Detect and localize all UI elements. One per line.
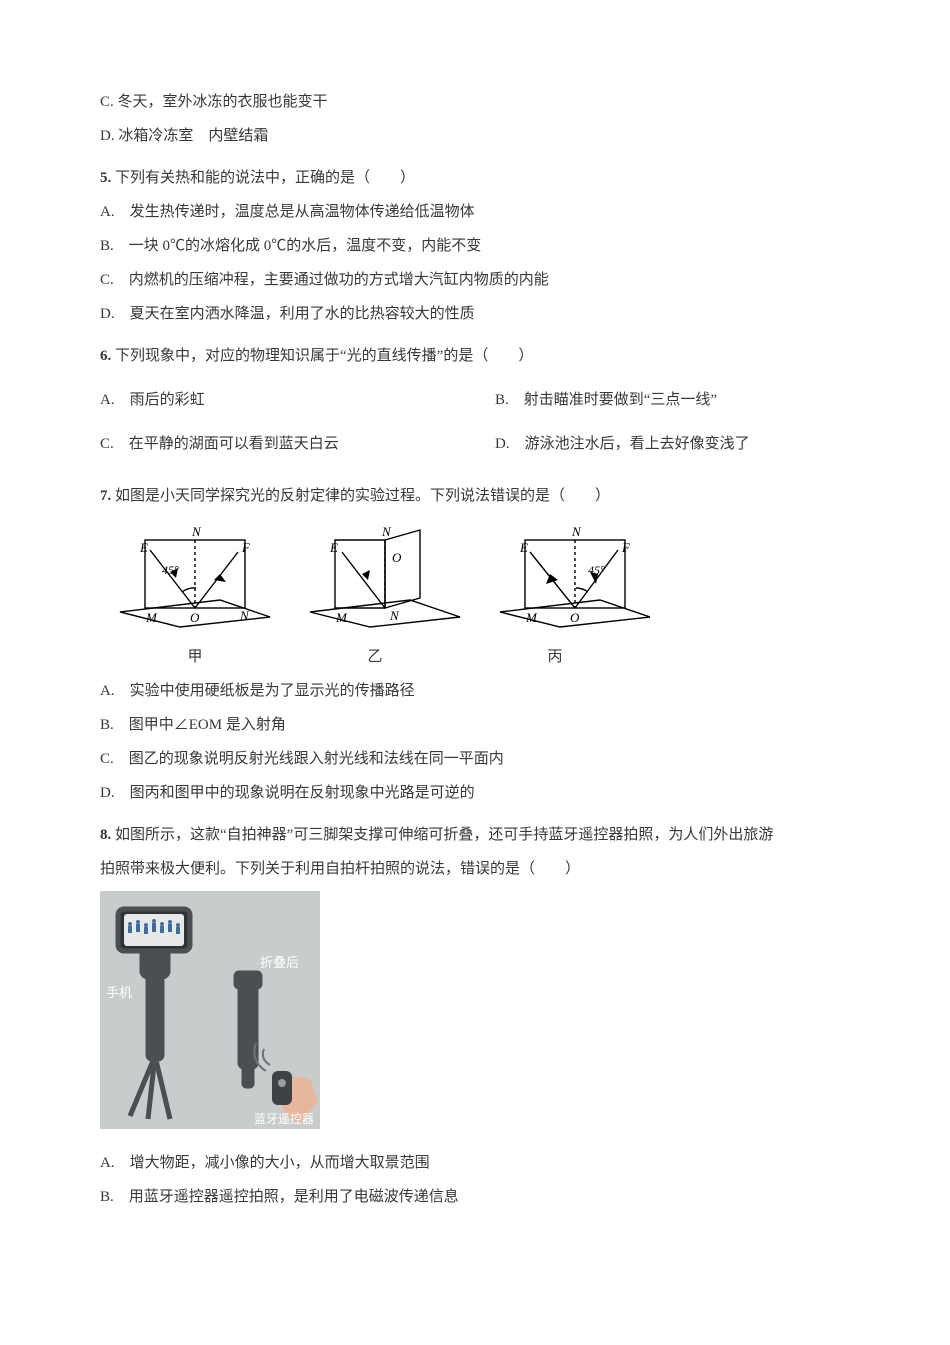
svg-text:N: N — [239, 608, 250, 623]
q7-option-a: A. 实验中使用硬纸板是为了显示光的传播路径 — [100, 679, 850, 703]
svg-text:M: M — [335, 610, 348, 625]
q5-option-c: C. 内燃机的压缩冲程，主要通过做功的方式增大汽缸内物质的内能 — [100, 268, 850, 292]
q8-stem-line1: 8. 如图所示，这款“自拍神器”可三脚架支撑可伸缩可折叠，还可手持蓝牙遥控器拍照… — [100, 823, 850, 847]
photo-label-folded: 折叠后 — [260, 955, 299, 970]
photo-label-phone: 手机 — [106, 985, 132, 1000]
svg-text:N: N — [381, 524, 392, 539]
svg-text:N: N — [191, 524, 202, 539]
q6-option-a: A. 雨后的彩虹 — [100, 388, 455, 412]
label-yi: 乙 — [280, 645, 470, 669]
q7-option-c: C. 图乙的现象说明反射光线跟入射光线和法线在同一平面内 — [100, 747, 850, 771]
label-bing: 丙 — [470, 645, 640, 669]
q5-number: 5. — [100, 170, 111, 186]
svg-text:O: O — [392, 550, 402, 565]
q8-option-b: B. 用蓝牙遥控器遥控拍照，是利用了电磁波传递信息 — [100, 1185, 850, 1209]
svg-text:O: O — [190, 610, 200, 625]
q8-text1: 如图所示，这款“自拍神器”可三脚架支撑可伸缩可折叠，还可手持蓝牙遥控器拍照，为人… — [115, 827, 773, 843]
svg-text:M: M — [145, 610, 158, 625]
q7-diagram-labels: 甲 乙 丙 — [110, 645, 850, 669]
svg-text:N: N — [389, 608, 400, 623]
q5-option-b: B. 一块 0℃的冰熔化成 0℃的水后，温度不变，内能不变 — [100, 234, 850, 258]
q7-option-b: B. 图甲中∠EOM 是入射角 — [100, 713, 850, 737]
q7-diagram-row: 45° E F N M O N — [110, 522, 850, 669]
reflection-diagram: 45° E F N M O N — [110, 522, 650, 637]
q8-stem-line2: 拍照带来极大便利。下列关于利用自拍杆拍照的说法，错误的是（ ） — [100, 857, 850, 881]
prev-option-c: C. 冬天，室外冰冻的衣服也能变干 — [100, 90, 850, 114]
q8-option-a: A. 增大物距，减小像的大小，从而增大取景范围 — [100, 1151, 850, 1175]
q6-options-row2: C. 在平静的湖面可以看到蓝天白云 D. 游泳池注水后，看上去好像变浅了 — [100, 422, 850, 466]
svg-text:F: F — [621, 540, 631, 555]
q6-options-row1: A. 雨后的彩虹 B. 射击瞄准时要做到“三点一线” — [100, 378, 850, 422]
svg-text:E: E — [139, 540, 148, 555]
selfie-stick-photo: 手机 折叠后 蓝牙遥控器 — [100, 891, 320, 1129]
q6-stem: 6. 下列现象中，对应的物理知识属于“光的直线传播”的是（ ） — [100, 344, 850, 368]
q5-option-d: D. 夏天在室内洒水降温，利用了水的比热容较大的性质 — [100, 302, 850, 326]
q5-option-a: A. 发生热传递时，温度总是从高温物体传递给低温物体 — [100, 200, 850, 224]
exam-page: C. 冬天，室外冰冻的衣服也能变干 D. 冰箱冷冻室 内壁结霜 5. 下列有关热… — [0, 0, 950, 1345]
photo-label-remote: 蓝牙遥控器 — [254, 1112, 314, 1126]
svg-text:45°: 45° — [588, 563, 605, 577]
q6-number: 6. — [100, 348, 111, 364]
svg-text:E: E — [519, 540, 528, 555]
label-jia: 甲 — [110, 645, 280, 669]
prev-option-d: D. 冰箱冷冻室 内壁结霜 — [100, 124, 850, 148]
q7-option-d: D. 图丙和图甲中的现象说明在反射现象中光路是可逆的 — [100, 781, 850, 805]
q6-text: 下列现象中，对应的物理知识属于“光的直线传播”的是（ ） — [115, 348, 533, 364]
q7-stem: 7. 如图是小天同学探究光的反射定律的实验过程。下列说法错误的是（ ） — [100, 484, 850, 508]
q6-option-c: C. 在平静的湖面可以看到蓝天白云 — [100, 432, 455, 456]
q6-option-b: B. 射击瞄准时要做到“三点一线” — [495, 388, 850, 412]
svg-text:45°: 45° — [162, 563, 179, 577]
q8-number: 8. — [100, 827, 111, 843]
q6-option-d: D. 游泳池注水后，看上去好像变浅了 — [495, 432, 850, 456]
svg-text:O: O — [570, 610, 580, 625]
svg-text:N: N — [571, 524, 582, 539]
q5-text: 下列有关热和能的说法中，正确的是（ ） — [115, 170, 415, 186]
svg-text:E: E — [329, 540, 338, 555]
svg-text:F: F — [241, 540, 251, 555]
svg-text:M: M — [525, 610, 538, 625]
q5-stem: 5. 下列有关热和能的说法中，正确的是（ ） — [100, 166, 850, 190]
q8-photo: 手机 折叠后 蓝牙遥控器 — [100, 891, 850, 1137]
q7-number: 7. — [100, 488, 111, 504]
q7-text: 如图是小天同学探究光的反射定律的实验过程。下列说法错误的是（ ） — [115, 488, 610, 504]
